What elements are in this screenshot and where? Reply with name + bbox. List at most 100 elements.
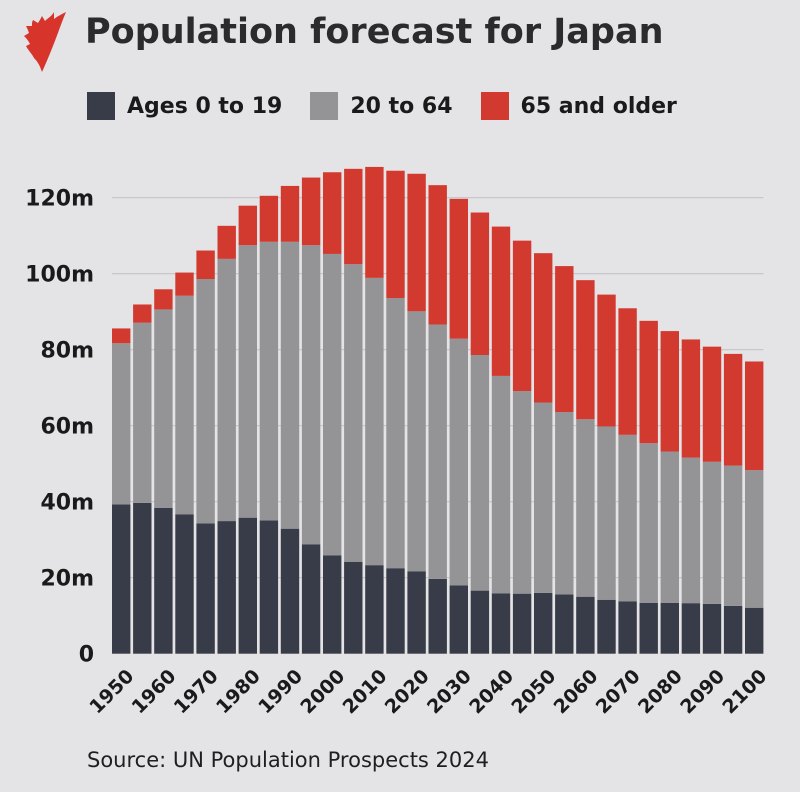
bar-ages-0-to-19-2005 <box>344 561 363 654</box>
bar-stack-2100 <box>745 361 764 654</box>
bar-20-to-64-2075 <box>639 443 658 603</box>
bar-ages-0-to-19-2090 <box>702 603 722 654</box>
bar-20-to-64-1995 <box>301 245 321 545</box>
bar-stack-2045 <box>512 240 532 654</box>
bar-65-and-older-2000 <box>323 172 342 254</box>
bar-65-and-older-1975 <box>217 225 236 259</box>
bar-65-and-older-2090 <box>702 346 722 462</box>
bar-65-and-older-2050 <box>534 253 553 403</box>
x-tick-label: 2030 <box>423 665 476 718</box>
bar-stack-2080 <box>660 331 679 654</box>
y-tick-label: 40m <box>40 491 94 516</box>
bar-20-to-64-2005 <box>344 264 363 562</box>
bar-ages-0-to-19-2010 <box>365 565 384 654</box>
bar-stack-1985 <box>259 195 279 654</box>
bar-65-and-older-1965 <box>175 272 194 296</box>
legend: Ages 0 to 19 20 to 64 65 and older <box>87 92 705 120</box>
bar-stack-1955 <box>133 304 152 654</box>
bar-20-to-64-2060 <box>576 419 595 597</box>
x-tick-label: 2010 <box>339 665 392 718</box>
bar-ages-0-to-19-1970 <box>196 523 215 654</box>
bar-65-and-older-2045 <box>512 240 532 392</box>
bar-20-to-64-2030 <box>449 338 468 586</box>
bar-65-and-older-2070 <box>618 308 637 435</box>
x-axis-ticks: 1950196019701980199020002010202020302040… <box>85 665 771 718</box>
x-tick-label: 2020 <box>381 665 434 718</box>
bar-stack-2030 <box>449 198 468 654</box>
bar-stack-2075 <box>639 320 658 654</box>
x-tick-label: 2000 <box>296 665 349 718</box>
y-tick-label: 60m <box>40 415 94 440</box>
bar-ages-0-to-19-2075 <box>639 602 658 654</box>
bar-20-to-64-2045 <box>512 391 532 594</box>
bar-65-and-older-2075 <box>639 320 658 444</box>
y-tick-label: 80m <box>40 339 94 364</box>
bar-20-to-64-2070 <box>618 434 637 602</box>
bar-ages-0-to-19-2065 <box>597 599 616 654</box>
bar-ages-0-to-19-2070 <box>618 601 637 654</box>
bar-65-and-older-2030 <box>449 198 468 339</box>
bar-stack-1950 <box>112 328 131 654</box>
bar-20-to-64-1965 <box>175 295 194 515</box>
bar-ages-0-to-19-1995 <box>301 544 321 654</box>
bar-stack-2035 <box>470 212 490 654</box>
legend-item-ages-0-19: Ages 0 to 19 <box>87 92 282 120</box>
bar-20-to-64-2050 <box>534 402 553 593</box>
sbs-logo-icon <box>24 12 66 72</box>
bar-65-and-older-2035 <box>470 212 490 356</box>
bar-20-to-64-2095 <box>723 465 743 606</box>
bar-20-to-64-2020 <box>407 311 426 572</box>
bar-stack-2010 <box>365 166 384 654</box>
bar-20-to-64-2090 <box>702 461 722 604</box>
legend-label: 20 to 64 <box>350 93 453 119</box>
bar-65-and-older-1955 <box>133 304 152 323</box>
bar-65-and-older-2065 <box>597 294 616 427</box>
bar-20-to-64-2100 <box>745 470 764 608</box>
x-tick-label: 1980 <box>212 665 265 718</box>
bar-stack-1960 <box>154 289 173 654</box>
bar-20-to-64-2065 <box>597 426 616 600</box>
bar-stack-2040 <box>491 226 511 654</box>
bar-stack-2085 <box>681 339 701 654</box>
y-tick-label: 0 <box>79 643 94 668</box>
bar-ages-0-to-19-2085 <box>681 603 701 654</box>
bar-stack-1990 <box>280 185 300 654</box>
legend-swatch-65-older <box>480 92 509 120</box>
bar-ages-0-to-19-1955 <box>133 502 152 654</box>
legend-label: Ages 0 to 19 <box>127 93 283 119</box>
bar-ages-0-to-19-1985 <box>259 520 279 654</box>
bar-stack-2090 <box>702 346 722 654</box>
legend-swatch-20-64 <box>310 92 339 120</box>
bar-ages-0-to-19-2060 <box>576 596 595 654</box>
bar-20-to-64-2040 <box>491 375 511 594</box>
bar-ages-0-to-19-2030 <box>449 585 468 654</box>
bar-stack-1965 <box>175 272 194 654</box>
source-note: Source: UN Population Prospects 2024 <box>87 748 489 772</box>
bar-ages-0-to-19-2100 <box>745 607 764 654</box>
x-tick-label: 1960 <box>128 665 181 718</box>
bar-20-to-64-2010 <box>365 277 384 566</box>
bar-20-to-64-2080 <box>660 451 679 603</box>
bar-65-and-older-2015 <box>386 170 405 299</box>
bar-ages-0-to-19-2055 <box>555 594 574 654</box>
bar-ages-0-to-19-2025 <box>428 578 447 654</box>
bar-65-and-older-1985 <box>259 195 279 242</box>
legend-swatch-ages-0-19 <box>87 92 115 120</box>
bar-stack-2015 <box>386 170 405 654</box>
y-tick-label: 100m <box>25 263 94 288</box>
bar-20-to-64-2055 <box>555 412 574 595</box>
bar-20-to-64-1975 <box>217 258 236 522</box>
bar-65-and-older-2085 <box>681 339 701 458</box>
bar-ages-0-to-19-2045 <box>512 593 532 654</box>
bar-20-to-64-2015 <box>386 298 405 569</box>
y-tick-label: 120m <box>25 187 94 212</box>
bar-65-and-older-1990 <box>280 185 300 242</box>
legend-item-65-older: 65 and older <box>480 92 677 120</box>
bar-ages-0-to-19-1980 <box>238 517 257 654</box>
x-tick-label: 2070 <box>592 665 645 718</box>
bar-20-to-64-1950 <box>112 343 131 505</box>
bar-65-and-older-2010 <box>365 166 384 278</box>
bar-20-to-64-1985 <box>259 241 279 521</box>
bar-stack-2050 <box>534 253 553 654</box>
